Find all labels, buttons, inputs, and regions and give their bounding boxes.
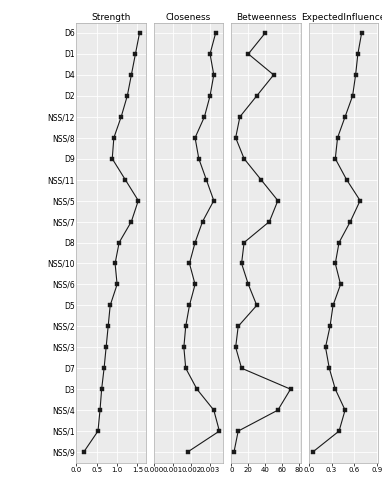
Title: Strength: Strength	[91, 12, 131, 22]
Title: ExpectedInfluence: ExpectedInfluence	[301, 12, 382, 22]
Title: Betweenness: Betweenness	[236, 12, 296, 22]
Title: Closeness: Closeness	[166, 12, 211, 22]
